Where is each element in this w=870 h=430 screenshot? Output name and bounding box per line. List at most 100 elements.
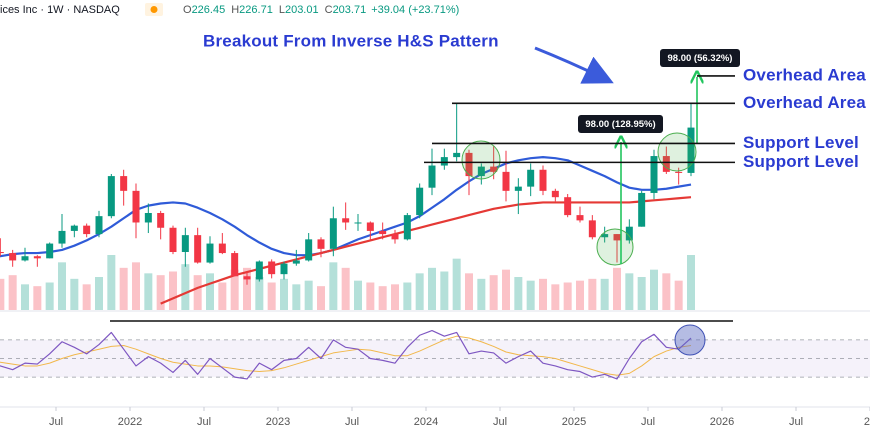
volume-bar — [317, 286, 325, 310]
candle-body — [366, 222, 374, 231]
highlight-circle — [657, 132, 697, 172]
annotation-layer: 98.00 (128.95%) 98.00 (56.32%) Breakout … — [0, 3, 866, 356]
measure-label: 98.00 (128.95%) — [585, 119, 655, 130]
ohlc-value: 203.71 — [333, 4, 367, 16]
candle-body — [465, 152, 473, 177]
candle-body — [329, 218, 337, 249]
measure-box — [578, 115, 663, 133]
candle-body — [280, 263, 288, 275]
rsi-line — [0, 330, 692, 380]
candle-body — [564, 197, 572, 216]
candle-body — [514, 186, 522, 191]
candle-body — [551, 190, 559, 198]
volume-bar — [206, 273, 214, 310]
x-tick-label: 2023 — [266, 416, 290, 428]
candle-body — [305, 239, 313, 261]
volume-bar — [70, 278, 79, 310]
volume-bar — [144, 273, 153, 310]
candle-body — [453, 152, 461, 158]
candle-body — [0, 252, 4, 254]
volume-bar — [440, 271, 449, 310]
ohlc-key: O — [183, 4, 192, 16]
candle-body — [539, 169, 547, 191]
volume-bar — [341, 267, 350, 310]
volume-bar — [662, 273, 671, 310]
volume-bar — [304, 280, 313, 310]
status-icon-dot — [150, 6, 158, 13]
ohlc-key: C — [325, 4, 333, 16]
volume-bar — [551, 284, 560, 310]
volume-bar — [465, 273, 473, 310]
volume-bar — [255, 277, 264, 310]
candle-body — [157, 212, 165, 228]
volume-bar — [132, 262, 140, 310]
x-tick-label: Jul — [641, 416, 655, 428]
volume-bar — [489, 275, 498, 310]
candle-body — [576, 215, 584, 221]
volume-bar — [650, 269, 658, 310]
volume-bar — [576, 280, 584, 310]
x-tick-label: 20 — [864, 416, 870, 428]
level-label: Support Level — [743, 152, 859, 171]
candle-body — [268, 261, 276, 275]
volume-bar — [156, 275, 165, 310]
volume-bar — [428, 267, 436, 310]
volume-bar — [687, 255, 695, 310]
volume-bar — [193, 275, 202, 310]
symbol: ices Inc · 1W · NASDAQ — [0, 4, 120, 16]
ohlc-value: 226.71 — [239, 4, 273, 16]
candle-body — [403, 215, 411, 240]
volume-bar — [613, 267, 621, 310]
candle-body — [144, 212, 152, 223]
ohlc: O226.45 H226.71 L203.01 C203.71 +39.04 (+23.… — [183, 4, 459, 16]
candle-body — [58, 230, 66, 244]
candle-body — [391, 234, 399, 240]
candle-body — [613, 234, 621, 241]
volume-bar — [329, 262, 338, 310]
candle-body — [194, 235, 202, 263]
candle-body — [9, 253, 17, 261]
candle-body — [638, 192, 646, 227]
volume-bar — [563, 282, 572, 310]
level-label: Overhead Area — [743, 93, 866, 112]
annotation-title: Breakout From Inverse H&S Pattern — [203, 31, 499, 50]
volume-bar — [8, 275, 17, 310]
candle-body — [120, 176, 128, 191]
callout-arrow — [534, 46, 614, 84]
volume-bar — [539, 278, 547, 310]
volume-bar — [452, 258, 461, 310]
volume-bar — [378, 286, 387, 310]
candle-body — [379, 230, 387, 235]
highlight-circle — [596, 228, 634, 266]
candle-body — [342, 218, 350, 223]
candle-body — [527, 169, 535, 187]
rsi-ma-line — [0, 335, 692, 376]
candle-body — [218, 243, 226, 254]
candle-body — [70, 225, 78, 231]
moving-average — [160, 196, 692, 305]
volume-bar — [354, 280, 362, 310]
volume-bar — [588, 278, 597, 310]
x-tick-label: Jul — [789, 416, 803, 428]
volume-bar — [292, 284, 301, 310]
candle-body — [95, 216, 103, 235]
candle-body — [416, 187, 424, 216]
candle-body — [255, 261, 263, 280]
candle-body — [428, 165, 436, 188]
volume-bar — [625, 273, 634, 310]
highlight-circle — [461, 140, 501, 180]
volume-bar — [600, 278, 609, 310]
candle-body — [354, 222, 362, 224]
volume-bar — [0, 278, 5, 310]
volume-bar — [243, 267, 251, 310]
candle-body — [46, 243, 54, 259]
measure-label: 98.00 (56.32%) — [668, 53, 733, 64]
volume-bar — [82, 284, 91, 310]
candle-body — [292, 260, 300, 264]
x-tick-label: 2026 — [710, 416, 734, 428]
volume-bar — [514, 277, 523, 310]
ohlc-key: H — [231, 4, 239, 16]
candle-body — [231, 253, 239, 277]
ohlc-value: 226.45 — [192, 4, 226, 16]
